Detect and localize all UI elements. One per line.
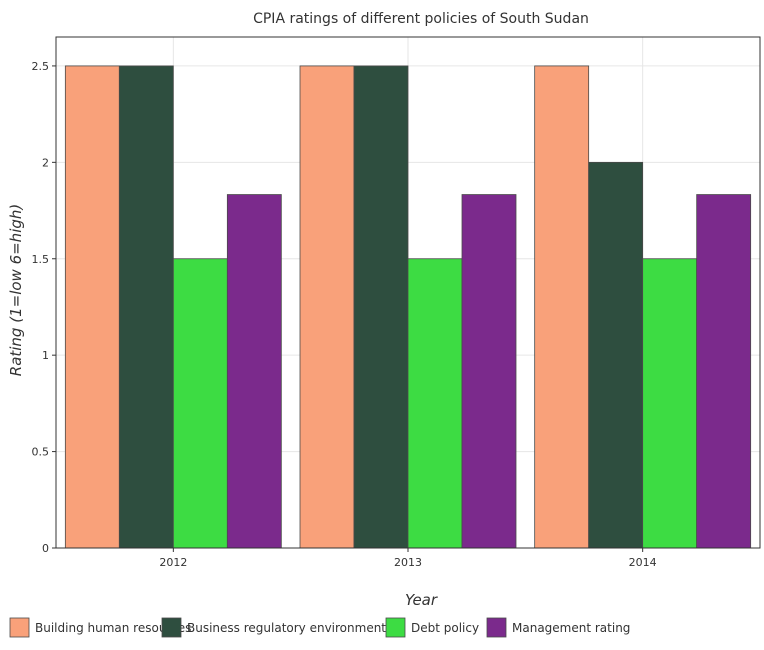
y-tick-label: 1	[42, 349, 49, 362]
y-tick-label: 2.5	[32, 60, 50, 73]
bars	[64, 65, 752, 549]
bar	[407, 258, 463, 549]
bar	[299, 65, 355, 549]
legend-item: Debt policy	[385, 617, 479, 638]
legend-swatch	[486, 617, 507, 638]
bar	[172, 258, 228, 549]
x-tick-label: 2012	[159, 556, 187, 569]
legend-swatch	[385, 617, 406, 638]
legend-item: Building human resources	[9, 617, 191, 638]
y-tick-label: 1.5	[32, 253, 50, 266]
legend-swatch	[161, 617, 182, 638]
bar	[696, 194, 752, 549]
bar	[226, 194, 282, 549]
legend-item: Business regulatory environment	[161, 617, 386, 638]
y-tick-label: 2	[42, 156, 49, 169]
bar	[534, 65, 590, 549]
x-tick-label: 2014	[629, 556, 657, 569]
bar	[64, 65, 120, 549]
bar	[118, 65, 174, 549]
y-axis-title: Rating (1=low 6=high)	[7, 204, 25, 376]
chart-title: CPIA ratings of different policies of So…	[253, 11, 589, 27]
bar	[353, 65, 409, 549]
legend-swatch	[9, 617, 30, 638]
legend-label: Debt policy	[411, 621, 479, 635]
y-tick-label: 0	[42, 542, 49, 555]
legend-item: Management rating	[486, 617, 630, 638]
x-axis-title: Year	[405, 591, 438, 609]
legend-label: Management rating	[512, 621, 630, 635]
bar	[642, 258, 698, 549]
x-tick-label: 2013	[394, 556, 422, 569]
legend-label: Business regulatory environment	[187, 621, 386, 635]
bar	[461, 194, 517, 549]
y-tick-label: 0.5	[32, 446, 50, 459]
axes: 0 0.5 1 1.5 2 2.5 2012 2013 2014	[32, 36, 761, 569]
legend-label: Building human resources	[35, 621, 191, 635]
bar	[588, 161, 644, 549]
